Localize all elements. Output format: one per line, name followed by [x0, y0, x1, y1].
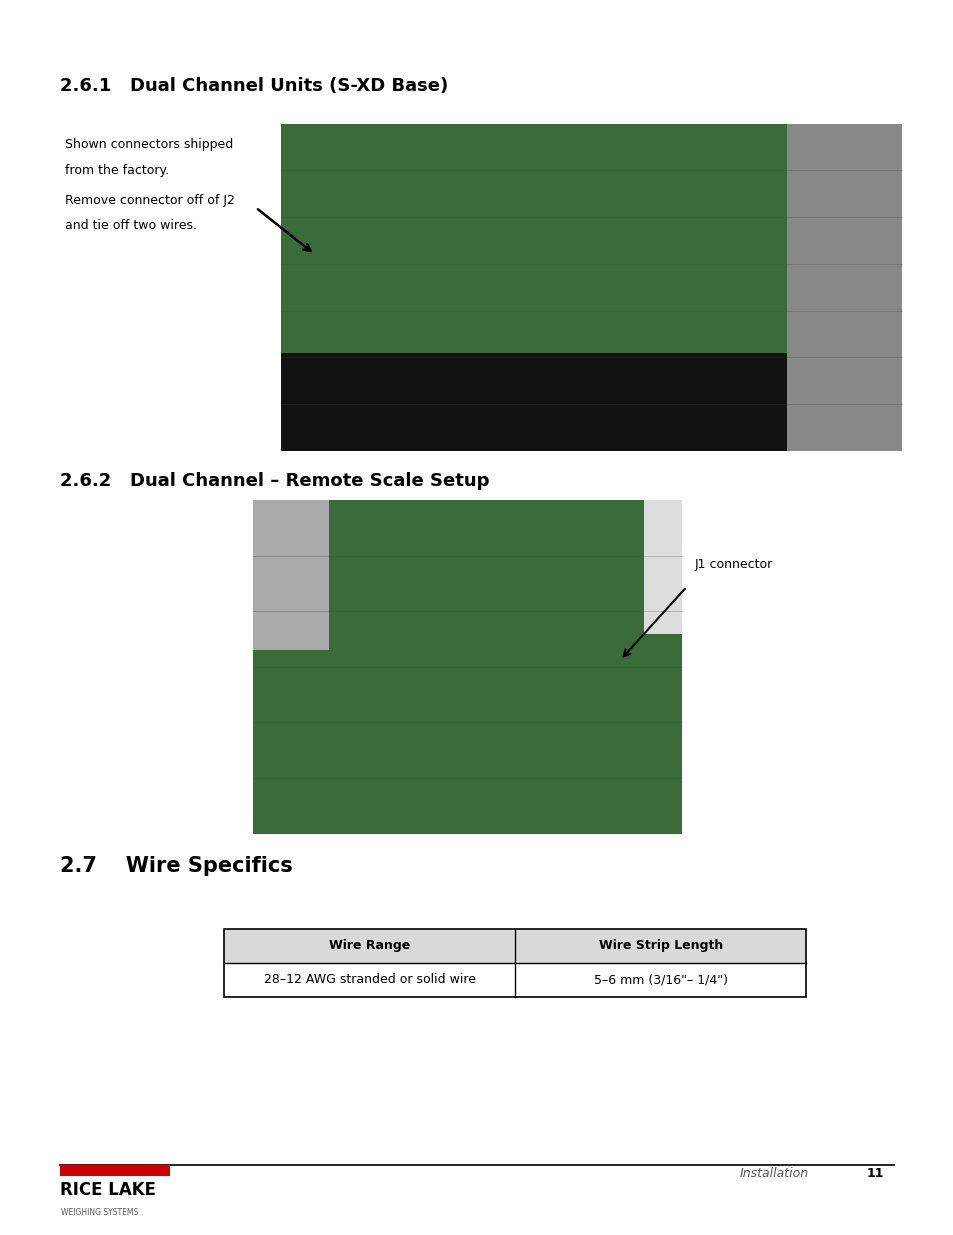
Text: 2.6.2   Dual Channel – Remote Scale Setup: 2.6.2 Dual Channel – Remote Scale Setup [60, 472, 489, 490]
Text: Remove connector off of J2: Remove connector off of J2 [65, 194, 234, 206]
FancyBboxPatch shape [281, 353, 786, 451]
Text: J1 connector: J1 connector [694, 558, 772, 571]
Text: Wire Range: Wire Range [329, 939, 410, 952]
Text: 11: 11 [865, 1167, 882, 1179]
FancyBboxPatch shape [224, 963, 805, 997]
Text: RICE LAKE: RICE LAKE [60, 1181, 156, 1199]
Text: 2.7    Wire Specifics: 2.7 Wire Specifics [60, 856, 293, 876]
FancyBboxPatch shape [253, 500, 681, 834]
FancyBboxPatch shape [643, 500, 681, 634]
Text: 2.6.1   Dual Channel Units (S-XD Base): 2.6.1 Dual Channel Units (S-XD Base) [60, 77, 448, 95]
Text: Installation: Installation [739, 1167, 807, 1179]
Text: 5–6 mm (3/16"– 1/4"): 5–6 mm (3/16"– 1/4") [593, 973, 727, 987]
Text: 28–12 AWG stranded or solid wire: 28–12 AWG stranded or solid wire [263, 973, 476, 987]
Text: Shown connectors shipped: Shown connectors shipped [65, 138, 233, 152]
Text: Wire Strip Length: Wire Strip Length [598, 939, 722, 952]
Text: from the factory.: from the factory. [65, 164, 169, 177]
FancyBboxPatch shape [281, 124, 901, 451]
Text: and tie off two wires.: and tie off two wires. [65, 220, 196, 232]
FancyBboxPatch shape [60, 1165, 170, 1176]
FancyBboxPatch shape [786, 124, 901, 451]
Text: WEIGHING SYSTEMS: WEIGHING SYSTEMS [61, 1208, 138, 1216]
FancyBboxPatch shape [224, 929, 805, 963]
FancyBboxPatch shape [253, 500, 329, 650]
